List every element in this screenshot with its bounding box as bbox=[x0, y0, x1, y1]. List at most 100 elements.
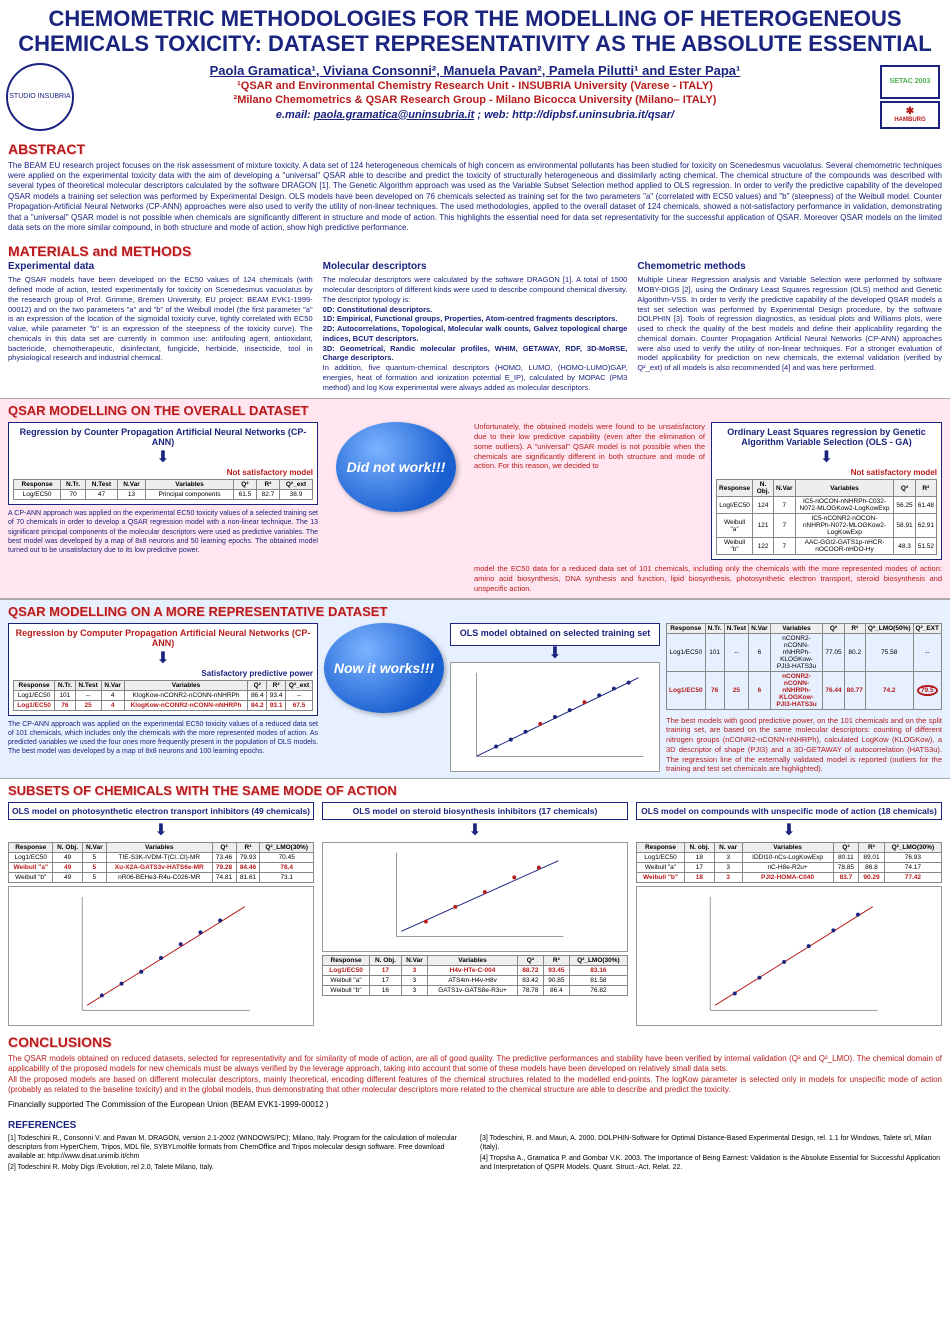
subset-3-title: OLS model on compounds with unspecific m… bbox=[636, 802, 942, 820]
table-row: Log1/EC5076256nCONR2-nCONN-nNHRPh-KLOGKo… bbox=[667, 671, 942, 709]
table-row: Log/EC50704713Principal components61.582… bbox=[14, 490, 313, 500]
desc-0d: 0D: Constitutional descriptors. bbox=[323, 305, 628, 315]
author-block: Paola Gramatica¹, Viviana Consonni², Man… bbox=[84, 63, 866, 121]
now-works-bubble: Now it works!!! bbox=[324, 623, 444, 713]
arrow-icon: ⬇ bbox=[13, 450, 313, 466]
methods-heading: MATERIALS and METHODS bbox=[0, 239, 950, 261]
table-row: Log1/EC50173H4v-HTe-C-00488.7293.4583.16 bbox=[323, 966, 628, 976]
poster-title: CHEMOMETRIC METHODOLOGIES FOR THE MODELL… bbox=[6, 6, 944, 57]
subset-1-chart bbox=[8, 886, 314, 1026]
exp-data-heading: Experimental data bbox=[8, 261, 313, 272]
right-logos: SETAC 2003 ✱ HAMBURG bbox=[876, 63, 944, 131]
table-row: Log1/EC50495TIE-S3K-IVDM-T(Cl..Cl)-MR73.… bbox=[9, 853, 314, 863]
q2-left-table: ResponseN.Tr.N.TestN.VarVariablesQ²R²Q²_… bbox=[13, 680, 313, 711]
insubria-logo: STUDIO INSUBRIA bbox=[6, 63, 74, 131]
subsets-grid: OLS model on photosynthetic electron tra… bbox=[8, 802, 942, 1026]
scatter-svg bbox=[9, 887, 313, 1025]
table-row: Log1/EC50101--6nCONR2-nCONN-nNHRPh-KLOGK… bbox=[667, 633, 942, 671]
q1-left-caption: A CP-ANN approach was applied on the exp… bbox=[8, 509, 318, 554]
table-header-row: ResponseN. Obj.N.VarVariablesQ²R²Q²_LMO(… bbox=[9, 843, 314, 853]
qsar-rep-row: Regression by Computer Propagation Artif… bbox=[8, 623, 942, 775]
q1-left-panel-title: Regression by Counter Propagation Artifi… bbox=[13, 427, 313, 447]
arrow-icon: ⬇ bbox=[8, 823, 314, 839]
conclusions-body: The QSAR models obtained on reduced data… bbox=[0, 1052, 950, 1116]
poster-header: CHEMOMETRIC METHODOLOGIES FOR THE MODELL… bbox=[0, 0, 950, 137]
chemometric-text: Multiple Linear Regression analysis and … bbox=[637, 275, 942, 373]
ref-4: [4] Tropsha A., Gramatica P. and Gombar … bbox=[480, 1154, 942, 1172]
q2-mid: OLS model obtained on selected training … bbox=[450, 623, 660, 772]
subset-2-table: ResponseN. Obj.N.VarVariablesQ²R²Q²_LMO(… bbox=[322, 955, 628, 996]
refs-col-2: [3] Todeschini, R. and Mauri, A. 2000. D… bbox=[480, 1134, 942, 1174]
q2-mid-panel: OLS model obtained on selected training … bbox=[450, 623, 660, 646]
methods-col-2: Molecular descriptors The molecular desc… bbox=[323, 261, 628, 392]
subset-panel-2: OLS model on steroid biosynthesis inhibi… bbox=[322, 802, 628, 1026]
desc-3d: 3D: Geometrical, Randic molecular profil… bbox=[323, 344, 628, 364]
did-not-work-bubble: Did not work!!! bbox=[336, 422, 456, 512]
conclusion-p2: All the proposed models are based on dif… bbox=[8, 1075, 942, 1096]
subsets-section: SUBSETS OF CHEMICALS WITH THE SAME MODE … bbox=[0, 779, 950, 1030]
subset-3-table: ResponseN. obj.N. varVariablesQ²R²Q²_LMO… bbox=[636, 842, 942, 883]
conclusion-funding: Financially supported The Commission of … bbox=[8, 1100, 942, 1110]
references-grid: [1] Todeschini R., Consonni V. and Pavan… bbox=[8, 1134, 942, 1174]
desc-2d: 2D: Autocorrelations, Topological, Molec… bbox=[323, 324, 628, 344]
table-header-row: ResponseN.Tr.N.TestN.VarVariablesQ²R²Q²_… bbox=[14, 480, 313, 490]
q1-right-note: Not satisfactory model bbox=[716, 468, 937, 477]
web-label: ; web: http://dipbsf.uninsubria.it/qsar/ bbox=[477, 109, 674, 121]
table-header-row: ResponseN. Obj.N.VarVariablesQ²R² bbox=[717, 480, 937, 497]
table-row: Weibull "b"163GATS1v-GATS8e-R3u+78.7886.… bbox=[323, 986, 628, 996]
chemometric-heading: Chemometric methods bbox=[637, 261, 942, 272]
q1-left-panel: Regression by Counter Propagation Artifi… bbox=[8, 422, 318, 505]
table-row: Weibull "b"495nR06-BEHe3-R4u-C026-MR74.8… bbox=[9, 873, 314, 883]
q1-right-text: Unfortunately, the obtained models were … bbox=[474, 422, 705, 560]
scatter-svg bbox=[637, 887, 941, 1025]
scatter-svg bbox=[451, 663, 659, 771]
q1-bubble-col: Did not work!!! bbox=[326, 422, 466, 512]
table-row: Log1/EC50183IDDI10-nCs-LogKowExp80.1189.… bbox=[637, 853, 942, 863]
table-header-row: ResponseN. Obj.N.VarVariablesQ²R²Q²_LMO(… bbox=[323, 956, 628, 966]
qsar-rep-section: QSAR MODELLING ON A MORE REPRESENTATIVE … bbox=[0, 599, 950, 780]
scatter-svg bbox=[323, 843, 627, 951]
author-names: Paola Gramatica¹, Viviana Consonni², Man… bbox=[84, 63, 866, 78]
conclusions-heading: CONCLUSIONS bbox=[0, 1030, 950, 1052]
table-row: Weibull "b"1227AAC-GGI2-GATS1p-nHCR-nOCO… bbox=[717, 538, 937, 555]
table-header-row: ResponseN.Tr.N.TestN.VarVariablesQ²R²Q²_… bbox=[14, 680, 313, 690]
q2-left-note: Satisfactory predictive power bbox=[13, 669, 313, 678]
subset-1-table: ResponseN. Obj.N.VarVariablesQ²R²Q²_LMO(… bbox=[8, 842, 314, 883]
descriptors-intro: The molecular descriptors were calculate… bbox=[323, 275, 628, 304]
abstract-heading: ABSTRACT bbox=[0, 137, 950, 159]
email-label: e.mail: bbox=[276, 109, 311, 121]
q1-right-bottom: model the EC50 data for a reduced data s… bbox=[474, 564, 942, 593]
qsar-rep-title: QSAR MODELLING ON A MORE REPRESENTATIVE … bbox=[8, 604, 942, 619]
subset-1-title: OLS model on photosynthetic electron tra… bbox=[8, 802, 314, 820]
abstract-body: The BEAM EU research project focuses on … bbox=[0, 159, 950, 240]
conclusion-p1: The QSAR models obtained on reduced data… bbox=[8, 1054, 942, 1075]
q2-right-text: The best models with good predictive pow… bbox=[666, 716, 942, 775]
q1-left: Regression by Counter Propagation Artifi… bbox=[8, 422, 318, 554]
descriptors-heading: Molecular descriptors bbox=[323, 261, 628, 272]
ref-1: [1] Todeschini R., Consonni V. and Pavan… bbox=[8, 1134, 470, 1161]
references-heading: REFERENCES bbox=[8, 1120, 942, 1131]
qsar-overall-section: QSAR MODELLING ON THE OVERALL DATASET Re… bbox=[0, 398, 950, 598]
references-section: REFERENCES [1] Todeschini R., Consonni V… bbox=[0, 1116, 950, 1182]
qsar-overall-title: QSAR MODELLING ON THE OVERALL DATASET bbox=[8, 403, 942, 418]
arrow-icon: ⬇ bbox=[450, 646, 660, 662]
table-row: Weibull "a"1217IC5-nCONR2-nOCON-nNHRPh-N… bbox=[717, 514, 937, 538]
q1-left-table: ResponseN.Tr.N.TestN.VarVariablesQ²R²Q²_… bbox=[13, 479, 313, 500]
q1-left-note: Not satisfactory model bbox=[13, 468, 313, 477]
table-row: Weibull "b"183PJI2-HOMA-C04083.790.2977.… bbox=[637, 873, 942, 883]
exp-data-text: The QSAR models have been developed on t… bbox=[8, 275, 313, 363]
setac-logo: SETAC 2003 bbox=[880, 65, 940, 99]
subset-panel-1: OLS model on photosynthetic electron tra… bbox=[8, 802, 314, 1026]
q2-scatter-chart bbox=[450, 662, 660, 772]
q2-right: ResponseN.Tr.N.TestN.VarVariablesQ²R²Q²_… bbox=[666, 623, 942, 775]
table-row: Log1/EC5076254KlogKow-nCONR2-nCONN-nNHRP… bbox=[14, 700, 313, 710]
q2-right-table: ResponseN.Tr.N.TestN.VarVariablesQ²R²Q²_… bbox=[666, 623, 942, 710]
methods-grid: Experimental data The QSAR models have b… bbox=[0, 261, 950, 398]
table-row: Weibull "a"495Xu-X2A-GATS3v-HATS6e-MR79.… bbox=[9, 863, 314, 873]
methods-col-3: Chemometric methods Multiple Linear Regr… bbox=[637, 261, 942, 392]
affiliation-1: ¹QSAR and Environmental Chemistry Resear… bbox=[84, 80, 866, 92]
q2-left-panel: Regression by Computer Propagation Artif… bbox=[8, 623, 318, 716]
descriptors-extra: In addition, five quantum-chemical descr… bbox=[323, 363, 628, 392]
hamburg-logo: ✱ HAMBURG bbox=[880, 101, 940, 129]
email-address: paola.gramatica@uninsubria.it bbox=[314, 109, 474, 121]
